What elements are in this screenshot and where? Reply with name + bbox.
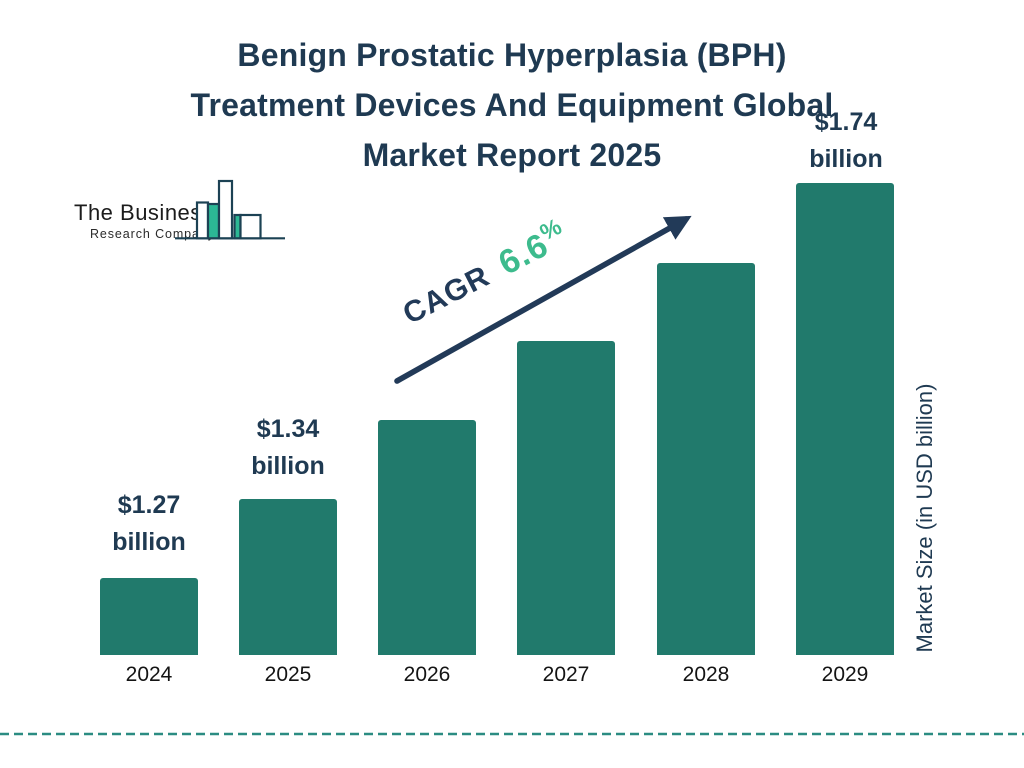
bar-plot-area xyxy=(100,183,894,655)
bar-2029 xyxy=(796,183,894,655)
x-tick-2024: 2024 xyxy=(125,663,173,686)
value-label-2024-unit: billion xyxy=(112,528,186,556)
logo-company-name: The Business xyxy=(74,200,214,225)
value-label-2025-unit: billion xyxy=(251,452,325,480)
value-label-2025-amount: $1.34 xyxy=(256,415,320,443)
x-tick-2026: 2026 xyxy=(403,663,451,686)
x-tick-2025: 2025 xyxy=(264,663,312,686)
x-tick-2029: 2029 xyxy=(821,663,869,686)
value-label-2024-amount: $1.27 xyxy=(117,491,181,519)
bottom-dashed-divider xyxy=(0,732,1024,736)
bar-2028 xyxy=(657,263,755,655)
value-label-2024: $1.27 billion xyxy=(79,487,219,561)
x-tick-2028: 2028 xyxy=(682,663,730,686)
value-label-2029: $1.74 billion xyxy=(776,104,916,178)
page-title-line2: Treatment Devices And Equipment Global xyxy=(190,87,834,123)
bar-2026 xyxy=(378,420,476,655)
bar-2025 xyxy=(239,499,337,655)
page-title: Benign Prostatic Hyperplasia (BPH) Treat… xyxy=(0,30,1024,180)
value-label-2029-amount: $1.74 xyxy=(814,108,878,136)
x-tick-2027: 2027 xyxy=(542,663,590,686)
y-axis-label: Market Size (in USD billion) xyxy=(912,383,937,653)
value-label-2029-unit: billion xyxy=(809,145,883,173)
bar-2027 xyxy=(517,341,615,655)
bar-chart-logo-icon xyxy=(175,179,285,240)
page-title-line3: Market Report 2025 xyxy=(362,137,662,173)
value-label-2025: $1.34 billion xyxy=(218,411,358,485)
bar-2024 xyxy=(100,578,198,655)
page-title-line1: Benign Prostatic Hyperplasia (BPH) xyxy=(237,37,787,73)
